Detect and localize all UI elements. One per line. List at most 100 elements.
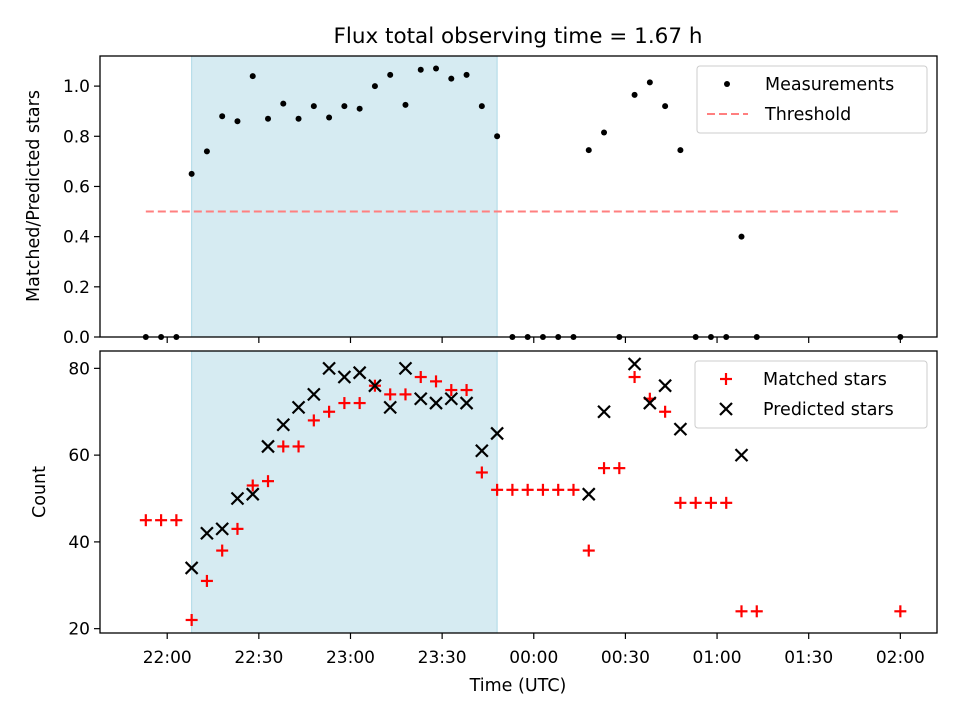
measurement-point	[402, 101, 409, 108]
measurement-point	[249, 73, 256, 80]
top-y-tick-label: 0.0	[63, 328, 90, 348]
matched-star-point	[262, 475, 275, 488]
measurement-point	[234, 118, 241, 125]
bottom-x-ticks: 22:00 22:30 23:00 23:30 00:00 00:30 01:00 01:30…	[143, 633, 925, 668]
predicted-star-point	[459, 396, 474, 410]
bottom-legend: Matched stars Predicted stars	[694, 360, 928, 429]
measurement-point	[219, 113, 226, 120]
predicted-star-point	[429, 396, 443, 410]
measurement-point	[448, 75, 455, 82]
predicted-star-point	[261, 439, 275, 454]
bottom-y-tick-label: 20	[68, 620, 90, 640]
top-shaded-span	[191, 55, 498, 338]
matched-star-point	[506, 483, 519, 496]
top-y-ticks: 0.0 0.2 0.4 0.6 0.8 1.0	[63, 77, 100, 348]
bottom-y-axis-label: Count	[30, 466, 50, 518]
measurement-point	[631, 91, 638, 98]
top-y-tick-label: 0.4	[63, 228, 90, 248]
matched-star-point	[475, 466, 488, 479]
measurement-point	[601, 129, 608, 136]
matched-star-point	[598, 462, 611, 475]
matched-star-point	[567, 483, 580, 496]
measurement-point	[677, 147, 684, 154]
top-legend: Measurements Threshold	[696, 65, 928, 134]
matched-star-point	[445, 384, 458, 397]
matched-star-point	[674, 496, 687, 509]
bottom-legend-box	[694, 360, 928, 429]
top-panel: 0.0 0.2 0.4 0.6 0.8 1.0 Matched/Predicted sta…	[24, 55, 938, 348]
measurement-point	[341, 103, 348, 110]
bottom-panel: 20 40 60 80 22:00 22:30 23:00 23:30 00:00 00:30 0…	[30, 350, 938, 696]
predicted-star-point	[184, 561, 199, 575]
predicted-star-point	[230, 491, 245, 506]
measurement-point	[387, 71, 394, 78]
x-tick-label: 22:30	[234, 648, 283, 668]
top-chart-title: Flux total observing time = 1.67 h	[334, 24, 703, 49]
predicted-star-point	[581, 487, 596, 501]
predicted-star-point	[398, 361, 413, 376]
x-tick-label: 22:00	[143, 648, 192, 668]
predicted-star-point	[444, 391, 459, 406]
measurement-point	[433, 65, 440, 72]
matched-star-point	[185, 613, 198, 626]
predicted-star-point	[337, 370, 352, 384]
legend-matched-marker	[720, 373, 732, 385]
bottom-plot-frame	[99, 350, 938, 634]
measurement-point	[662, 103, 669, 110]
top-y-tick-label: 0.8	[63, 127, 90, 147]
top-data-marks	[142, 65, 904, 340]
legend-predicted-marker	[719, 402, 733, 416]
matched-star-point	[155, 514, 168, 527]
predicted-star-point	[291, 400, 306, 415]
matched-star-point	[216, 544, 229, 557]
measurement-point	[326, 114, 333, 121]
x-tick-label: 23:00	[326, 648, 375, 668]
matched-star-point	[659, 405, 672, 418]
measurement-point	[463, 71, 470, 78]
top-legend-box	[696, 65, 928, 134]
bottom-data-marks	[139, 357, 907, 626]
legend-threshold-label: Threshold	[764, 105, 851, 125]
matched-star-point	[536, 483, 549, 496]
legend-measurements-marker	[724, 81, 730, 87]
measurement-point	[478, 103, 485, 110]
matched-star-point	[720, 496, 733, 509]
matched-star-point	[384, 388, 397, 401]
legend-predicted-label: Predicted stars	[763, 400, 894, 420]
top-plot-frame	[99, 55, 938, 338]
matched-star-point	[338, 397, 351, 410]
matched-star-point	[628, 371, 641, 384]
matched-star-point	[552, 483, 565, 496]
matched-star-point	[735, 605, 748, 618]
measurement-point	[356, 105, 363, 112]
predicted-star-point	[368, 378, 382, 393]
matched-star-point	[613, 462, 626, 475]
bottom-y-tick-label: 80	[68, 359, 90, 379]
predicted-star-point	[276, 417, 291, 432]
predicted-star-point	[627, 357, 642, 371]
predicted-star-point	[490, 426, 504, 441]
matched-star-point	[414, 371, 427, 384]
measurement-point	[585, 147, 592, 154]
bottom-y-tick-label: 60	[68, 446, 90, 466]
measurement-point	[371, 83, 378, 90]
matched-star-point	[750, 605, 763, 618]
measurement-point	[417, 66, 424, 73]
matched-star-point	[689, 496, 702, 509]
matched-star-point	[430, 375, 443, 388]
matched-star-point	[894, 605, 907, 618]
matched-star-point	[521, 483, 534, 496]
x-tick-label: 01:30	[784, 648, 833, 668]
top-observing-span	[191, 55, 498, 338]
measurement-point	[280, 100, 287, 107]
legend-matched-label: Matched stars	[763, 370, 887, 390]
matched-star-point	[246, 479, 259, 492]
legend-measurements-label: Measurements	[765, 75, 894, 95]
predicted-star-point	[673, 422, 688, 436]
matched-star-point	[353, 397, 366, 410]
bottom-x-axis-label: Time (UTC)	[469, 676, 567, 696]
x-tick-label: 00:00	[509, 648, 558, 668]
x-tick-label: 23:30	[418, 648, 467, 668]
measurement-point	[646, 79, 653, 86]
predicted-star-point	[597, 404, 611, 419]
